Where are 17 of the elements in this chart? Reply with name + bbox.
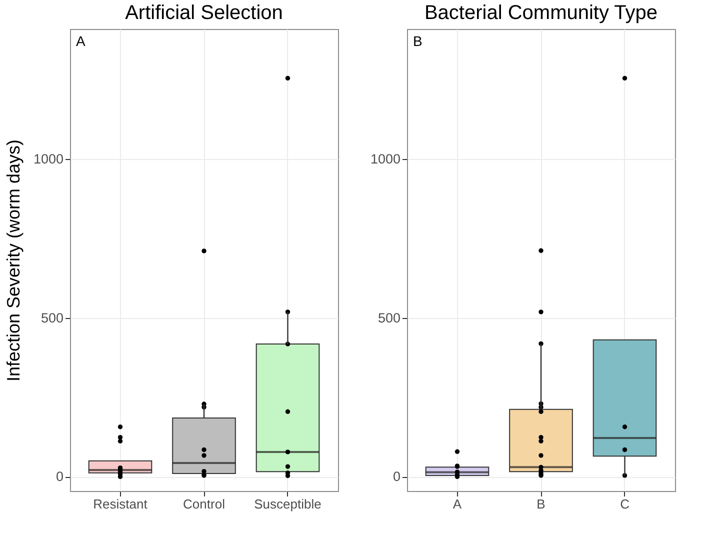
y-tick-label: 1000 [370,152,400,167]
chart-title: Bacterial Community Type [424,2,658,24]
annotation: A [76,33,86,49]
y-tick-label: 500 [378,310,400,326]
x-tick-label: C [620,496,630,512]
chart-title: Artificial Selection [125,2,283,24]
x-tick-label: A [452,496,462,512]
x-tick-label: Susceptible [254,496,322,512]
x-tick-label: B [536,496,546,512]
annotation: B [413,33,422,49]
y-tick-label: 0 [392,469,400,484]
y-tick-label: 0 [56,469,64,484]
y-tick-label: 1000 [33,152,64,167]
y-axis-title: Infection Severity (worm days) [3,139,24,382]
x-tick-label: Control [183,496,226,512]
x-tick-label: Resistant [93,496,148,512]
y-tick-label: 500 [40,310,64,326]
